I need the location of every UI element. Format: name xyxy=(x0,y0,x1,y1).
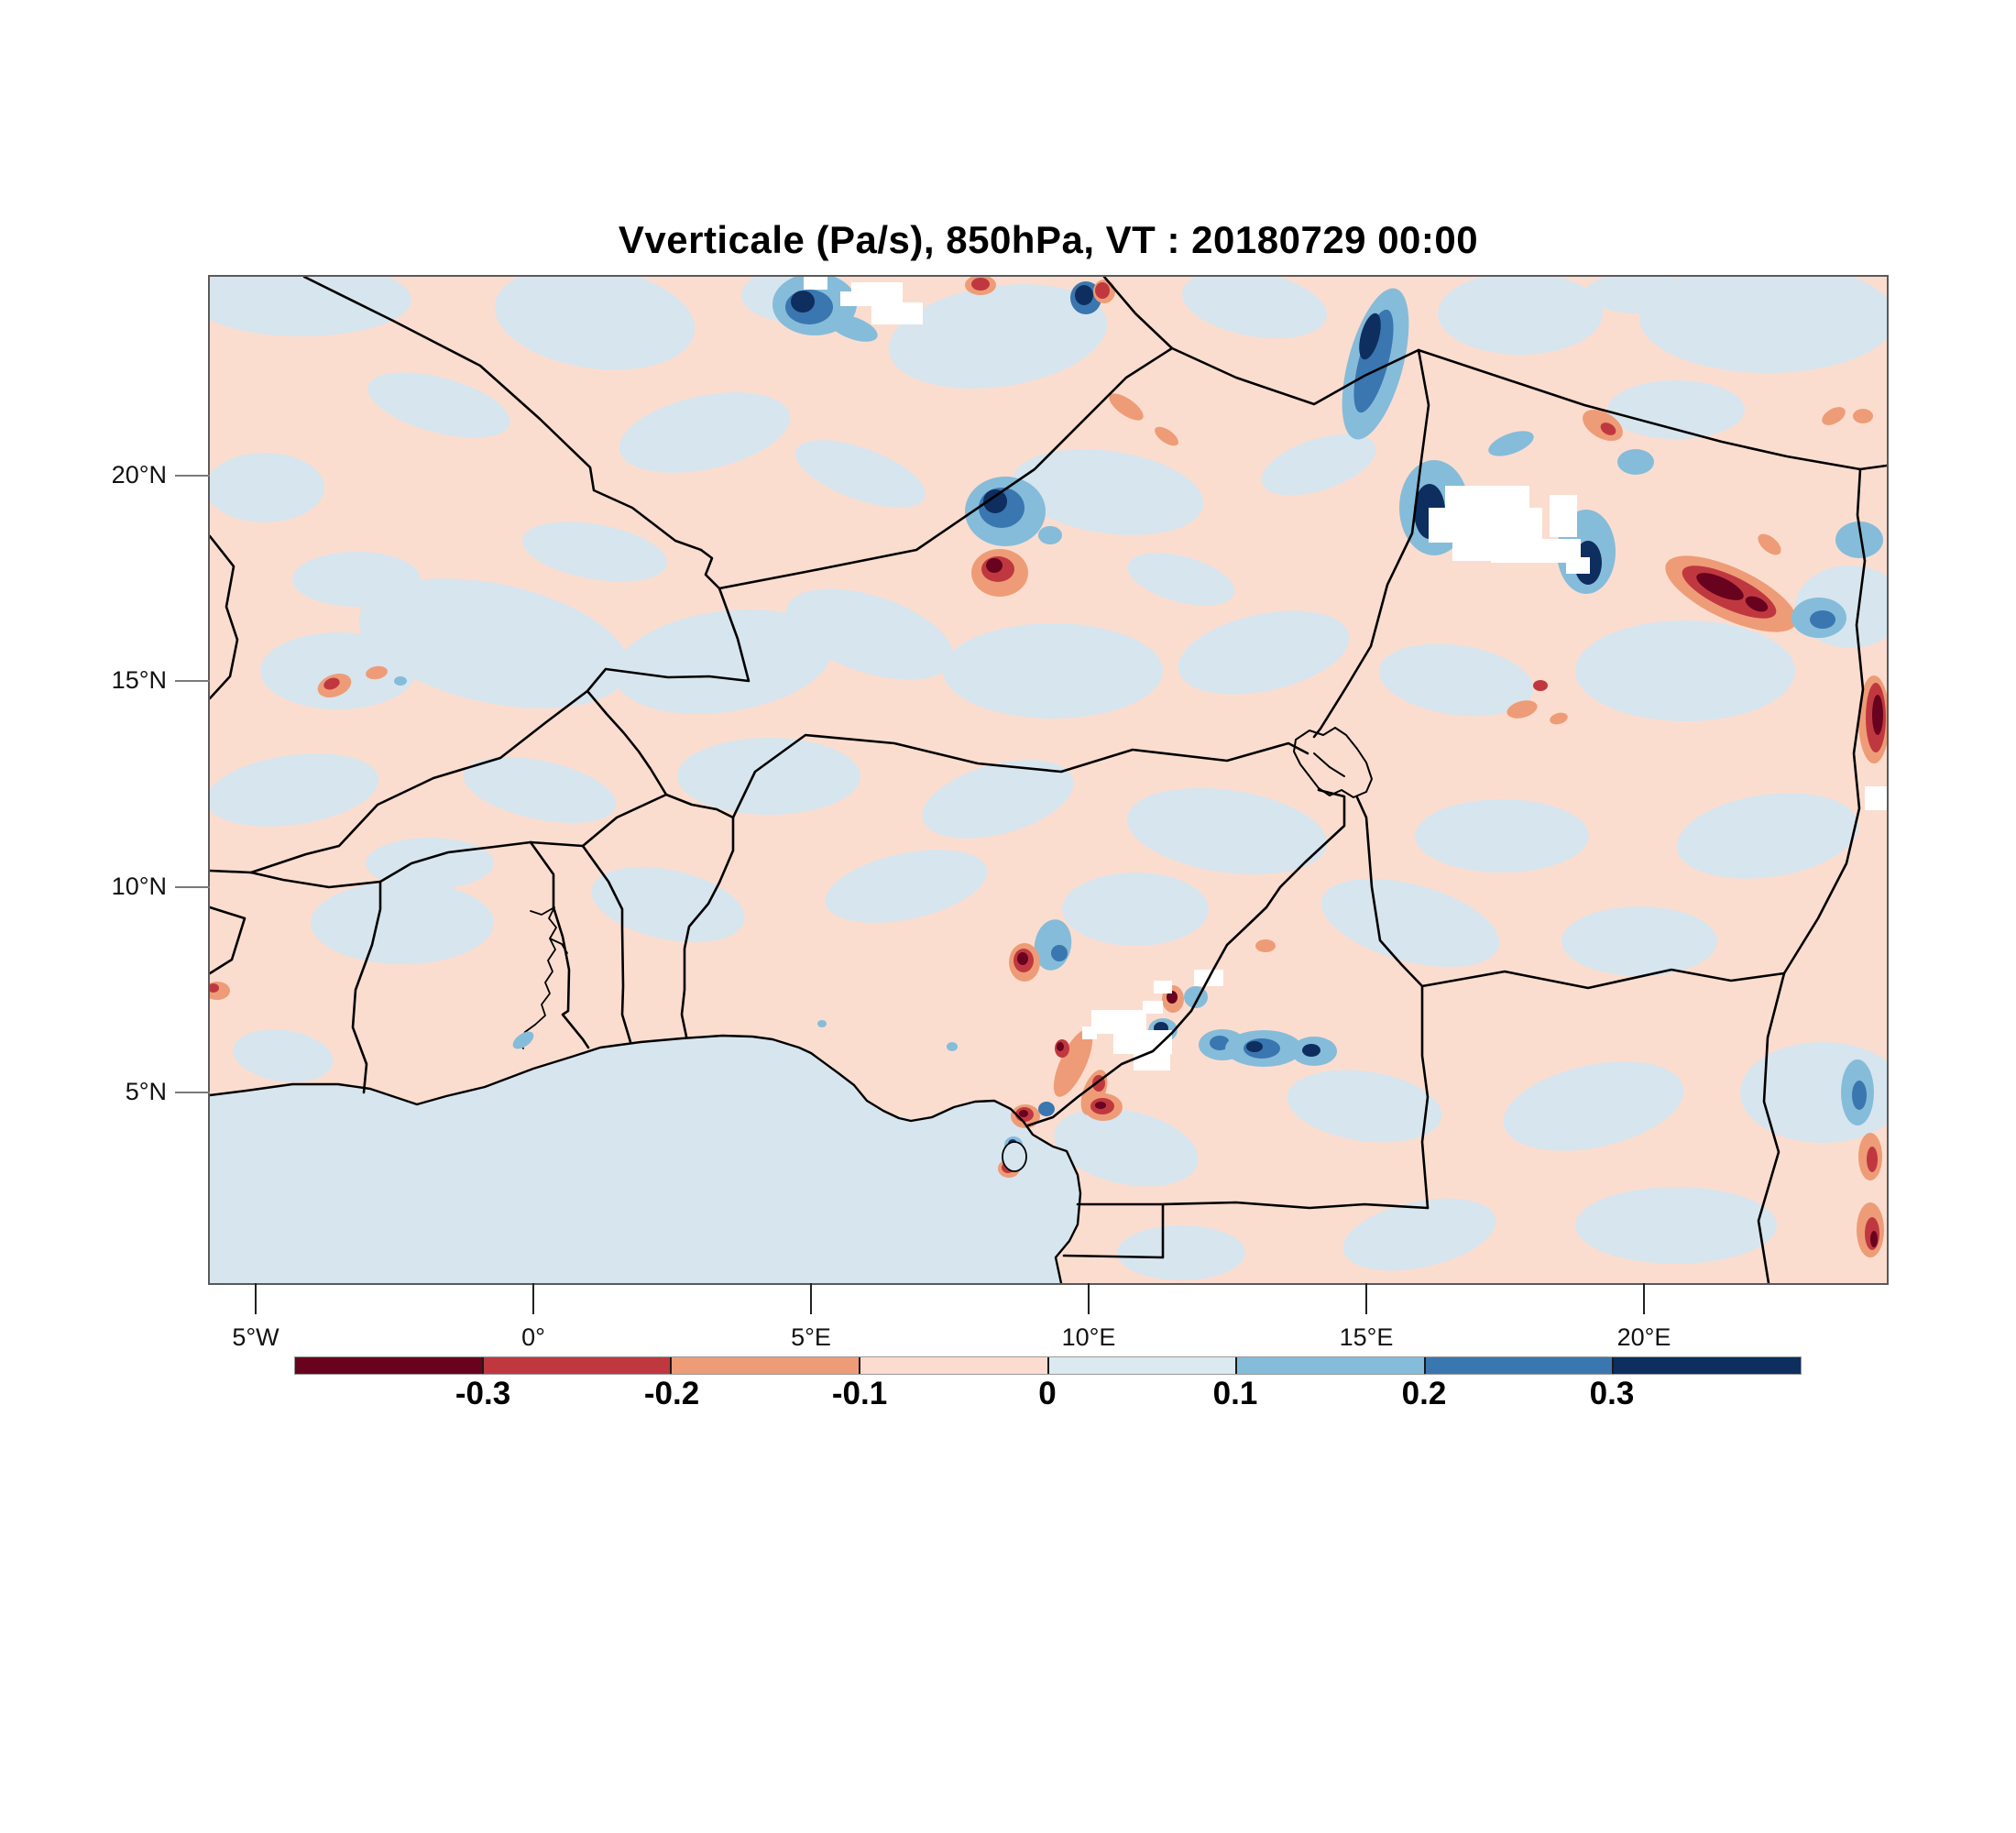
lon-label-20e: 20°E xyxy=(1616,1323,1671,1351)
border-mali-niger xyxy=(586,587,751,693)
border-equatorial-guinea xyxy=(1062,1202,1165,1259)
lat-tick-15n xyxy=(175,680,210,682)
colorbar-segment-6 xyxy=(1237,1357,1426,1374)
lat-tick-10n xyxy=(175,886,210,888)
border-niger-libya xyxy=(1170,346,1420,406)
lake-chad-outline xyxy=(1293,727,1373,798)
border-cameroon-chad-car xyxy=(1355,796,1430,1210)
lat-tick-20n xyxy=(175,475,210,477)
ocean xyxy=(210,1036,1080,1283)
lat-label-5n: 5°N xyxy=(125,1078,167,1105)
lon-tick-10e xyxy=(1088,1283,1090,1314)
border-togo-west xyxy=(529,840,590,1049)
border-algeria-mali xyxy=(302,277,703,552)
map-area xyxy=(208,275,1889,1285)
border-libya-chad xyxy=(1417,348,1862,471)
lon-tick-20e xyxy=(1643,1283,1645,1314)
colorbar-label-5: 0.1 xyxy=(1212,1376,1258,1411)
border-togo-benin xyxy=(581,844,632,1044)
lat-tick-5n xyxy=(175,1092,210,1093)
lon-tick-5e xyxy=(810,1283,812,1314)
colorbar-label-2: -0.2 xyxy=(643,1376,700,1411)
colorbar-segment-4 xyxy=(860,1357,1049,1374)
colorbar-label-6: 0.2 xyxy=(1401,1376,1447,1411)
border-niger-nigeria xyxy=(731,733,1309,819)
border-libya-sudan xyxy=(1858,464,1887,471)
lake-volta-outline xyxy=(519,906,568,1049)
border-burkina-west-north xyxy=(249,689,589,874)
lon-label-15e: 15°E xyxy=(1339,1323,1394,1351)
border-niger-chad xyxy=(1312,348,1430,739)
border-chad-sudan xyxy=(1757,467,1867,1283)
country-borders xyxy=(210,277,1887,1283)
border-chad-car xyxy=(1420,968,1786,990)
border-nigeria-cameroon xyxy=(1026,788,1346,1127)
lat-label-10n: 10°N xyxy=(111,873,167,900)
lon-tick-15e xyxy=(1365,1283,1367,1314)
colorbar-segment-3 xyxy=(672,1357,860,1374)
lat-label-15n: 15°N xyxy=(111,666,167,694)
lake-volta-fill xyxy=(512,1031,534,1049)
lat-label-20n: 20°N xyxy=(111,461,167,488)
colorbar-label-7: 0.3 xyxy=(1589,1376,1635,1411)
border-ghana-west xyxy=(351,880,382,1094)
colorbar-segment-8 xyxy=(1614,1357,1801,1374)
border-ghana-north xyxy=(378,840,585,884)
lon-label-0: 0° xyxy=(521,1323,545,1351)
colorbar xyxy=(294,1356,1802,1375)
lon-label-10e: 10°E xyxy=(1061,1323,1116,1351)
border-cote-divoire-north xyxy=(210,869,382,889)
anomaly-spots xyxy=(210,277,1887,1257)
border-benin-north xyxy=(581,793,735,848)
colorbar-segment-2 xyxy=(483,1357,673,1374)
colorbar-segment-7 xyxy=(1425,1357,1615,1374)
border-algeria-libya xyxy=(1102,277,1174,350)
border-benin-nigeria xyxy=(680,816,735,1038)
border-burkina-niger xyxy=(586,689,668,796)
lon-tick-0 xyxy=(532,1283,534,1314)
lon-tick-5w xyxy=(255,1283,257,1314)
colorbar-segment-5 xyxy=(1048,1357,1238,1374)
border-cameroon-south xyxy=(1076,1201,1430,1210)
masked-patches xyxy=(804,277,1887,1070)
figure-title: Vverticale (Pa/s), 850hPa, VT : 20180729… xyxy=(618,218,1479,261)
colorbar-label-4: 0 xyxy=(1038,1376,1057,1411)
colorbar-label-3: -0.1 xyxy=(831,1376,888,1411)
colorbar-segment-1 xyxy=(295,1357,484,1374)
coastline xyxy=(210,1034,1082,1283)
map-svg xyxy=(210,277,1887,1283)
border-guinea-edge xyxy=(210,906,247,975)
lon-label-5w: 5°W xyxy=(232,1323,279,1351)
bioko-island xyxy=(1002,1141,1027,1172)
colorbar-label-1: -0.3 xyxy=(455,1376,511,1411)
border-algeria-niger xyxy=(718,346,1174,590)
border-mauritania-mali xyxy=(210,534,239,700)
border-mali-tripoint-hook xyxy=(699,548,721,590)
lon-label-5e: 5°E xyxy=(791,1323,831,1351)
